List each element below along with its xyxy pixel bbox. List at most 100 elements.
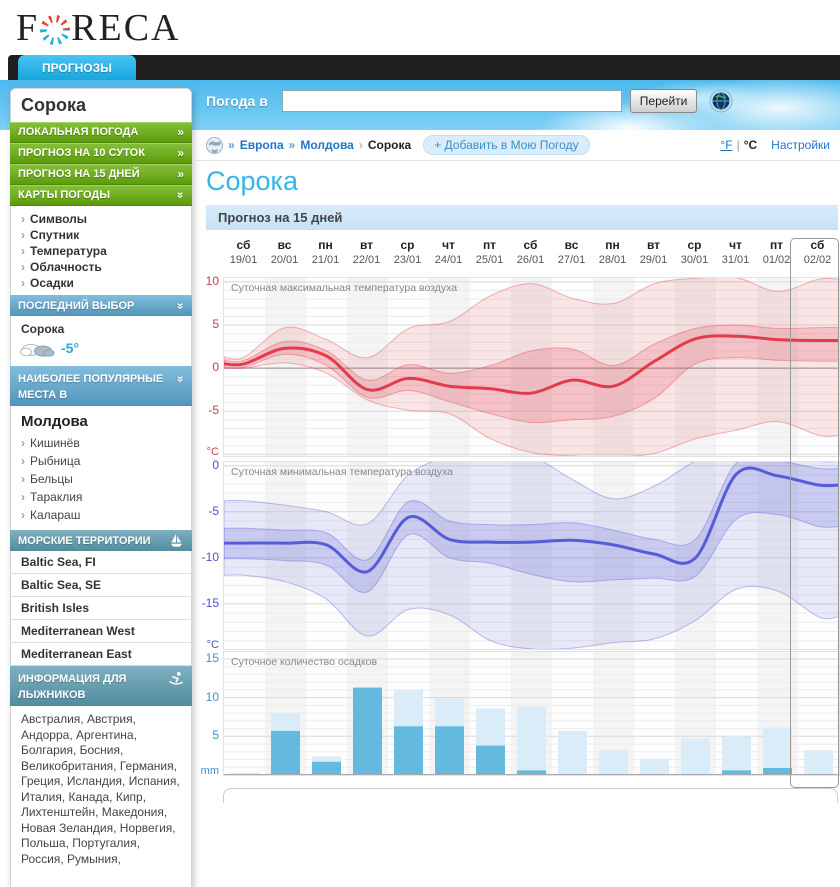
popular-panel: Молдова › Кишинёв › Рыбница › Бельцы › Тараклия… (10, 406, 192, 530)
popular-region[interactable]: Молдова (21, 413, 88, 430)
popular-city-link[interactable]: › Кишинёв (11, 434, 191, 452)
map-sublink[interactable]: › Температура (11, 243, 191, 259)
ski-header-line2: ЛЫЖНИКОВ (18, 689, 86, 701)
sidebar-menu-item-1[interactable]: ПРОГНОЗ НА 10 СУТОК » (10, 143, 192, 164)
sidebar-menu-item-2[interactable]: ПРОГНОЗ НА 15 ДНЕЙ » (10, 164, 192, 185)
skier-icon (169, 671, 183, 685)
day-column-header: ср 23/01 (387, 237, 428, 275)
precip-bar-expected (271, 730, 300, 775)
cloud-icon (20, 344, 55, 357)
unit-divider: | (736, 138, 740, 152)
day-date: 30/01 (680, 254, 709, 266)
add-to-my-weather-button[interactable]: + Добавить в Мою Погоду (423, 135, 590, 155)
day-name: сб (810, 238, 825, 252)
settings-link[interactable]: Настройки (771, 138, 830, 152)
chart-tmax (223, 277, 840, 457)
next-panel-partial (223, 788, 838, 803)
map-sublink-label: Облачность (30, 260, 102, 274)
popular-city-link[interactable]: › Бельцы (11, 470, 191, 488)
day-date: 23/01 (393, 254, 422, 266)
day-name: сб (523, 238, 538, 252)
marine-area-link[interactable]: Baltic Sea, FI (10, 551, 192, 574)
popular-city-link[interactable]: › Рыбница (11, 452, 191, 470)
unit-celsius[interactable]: °C (743, 138, 758, 152)
marine-area-link[interactable]: Mediterranean East (10, 643, 192, 666)
tab-bar: ПРОГНОЗЫ (8, 55, 840, 80)
section-bar: Прогноз на 15 дней (206, 205, 838, 230)
chevron-down-icon: » (173, 375, 188, 382)
precip-bar-possible (599, 750, 628, 775)
last-choice-temp: -5° (61, 340, 80, 356)
y-tick-label: 5 (212, 728, 219, 743)
precip-bar-possible (722, 736, 751, 775)
day-column-header: вт 29/01 (633, 237, 674, 275)
unit-fahrenheit-link[interactable]: °F (720, 138, 733, 152)
map-sublink-label: Температура (30, 244, 107, 258)
breadcrumb-link-moldova[interactable]: Молдова (300, 138, 354, 152)
y-tick-label: 0 (212, 457, 219, 472)
popular-city-label: Кишинёв (30, 436, 80, 450)
day-name: чт (442, 238, 455, 252)
tmin-outer-band (224, 462, 839, 649)
link-arrow-icon: › (21, 490, 25, 504)
day-date: 29/01 (639, 254, 668, 266)
go-button[interactable]: Перейти (629, 89, 698, 113)
map-sublink[interactable]: › Символы (11, 211, 191, 227)
y-axis-unit: °C (206, 446, 219, 458)
popular-city-link[interactable]: › Калараш (11, 506, 191, 524)
day-name: вс (564, 238, 579, 252)
day-column-header: вт 22/01 (346, 237, 387, 275)
chevron-right-icon: » (177, 125, 184, 139)
compass-rosette-icon (40, 15, 71, 45)
units-switcher: °F | °C Настройки (720, 130, 836, 160)
y-tick-label: -5 (208, 503, 219, 518)
last-choice-header-label: ПОСЛЕДНИЙ ВЫБОР (18, 299, 135, 312)
breadcrumb-link-europe[interactable]: Европа (239, 138, 284, 152)
search-input[interactable] (281, 90, 622, 112)
popular-header-line1: НАИБОЛЕЕ ПОПУЛЯРНЫЕ (18, 372, 164, 385)
map-sublink[interactable]: › Спутник (11, 227, 191, 243)
marine-header-label: МОРСКИЕ ТЕРРИТОРИИ (18, 534, 151, 547)
marine-areas-list: Baltic Sea, FI Baltic Sea, SE British Isle… (10, 551, 192, 666)
popular-city-label: Калараш (30, 508, 81, 522)
link-arrow-icon: › (21, 212, 25, 226)
marine-area-link[interactable]: Baltic Sea, SE (10, 574, 192, 597)
day-date: 26/01 (516, 254, 545, 266)
marine-area-link[interactable]: British Isles (10, 597, 192, 620)
day-column-header: сб 26/01 (510, 237, 551, 275)
day-name: пн (605, 238, 620, 252)
sidebar-header-marine[interactable]: МОРСКИЕ ТЕРРИТОРИИ (10, 530, 192, 551)
day-date: 28/01 (598, 254, 627, 266)
precip-bar-possible (230, 772, 259, 775)
precip-bar-expected (435, 726, 464, 775)
sidebar-menu-item-0[interactable]: ЛОКАЛЬНАЯ ПОГОДА » (10, 122, 192, 143)
day-name: пн (318, 238, 333, 252)
y-tick-label: -15 (201, 595, 219, 610)
breadcrumb-separator: » (288, 138, 296, 152)
chart-title: Суточное количество осадков (231, 656, 378, 668)
last-choice-city[interactable]: Сорока (21, 322, 65, 336)
map-sublink[interactable]: › Осадки (11, 275, 191, 291)
forecast-area: сб 19/01 вс 20/01 пн 21/01 вт 22/01 ср 23/01 чт 24/… (196, 235, 840, 798)
sidebar-header-popular[interactable]: НАИБОЛЕЕ ПОПУЛЯРНЫЕ » МЕСТА В (10, 366, 192, 406)
marine-area-link[interactable]: Mediterranean West (10, 620, 192, 643)
precip-bar-possible (517, 706, 546, 775)
logo-text-post: RECA (71, 7, 181, 49)
ski-header-line1: ИНФОРМАЦИЯ ДЛЯ (18, 672, 127, 685)
sidebar-menu-item-3[interactable]: КАРТЫ ПОГОДЫ » (10, 185, 192, 206)
day-date: 31/01 (721, 254, 750, 266)
sidebar-header-last-choice[interactable]: ПОСЛЕДНИЙ ВЫБОР » (10, 295, 192, 316)
foreca-logo[interactable]: F RECA (16, 6, 181, 50)
sidebar-header-ski[interactable]: ИНФОРМАЦИЯ ДЛЯ ЛЫЖНИКОВ (10, 666, 192, 706)
tab-forecasts[interactable]: ПРОГНОЗЫ (18, 55, 136, 80)
day-column-header: вс 27/01 (551, 237, 592, 275)
link-arrow-icon: › (21, 508, 25, 522)
y-axis-unit: mm (200, 765, 219, 777)
map-sublink[interactable]: › Облачность (11, 259, 191, 275)
chart-tmin (223, 461, 840, 650)
chart-title: Суточная минимальная температура воздуха (231, 466, 453, 478)
breadcrumb-globe-icon (206, 136, 223, 154)
globe-icon[interactable] (709, 89, 733, 113)
popular-city-link[interactable]: › Тараклия (11, 488, 191, 506)
day-column-header: чт 24/01 (428, 237, 469, 275)
